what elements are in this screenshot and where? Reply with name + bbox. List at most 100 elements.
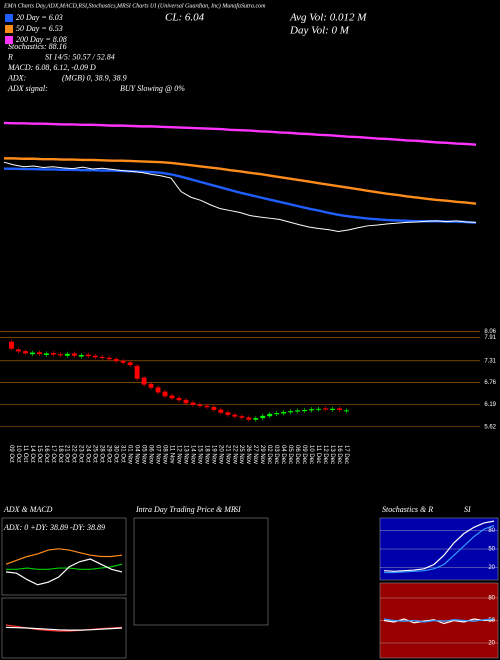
indicator-text: Stochastics: 88.16 [8,42,67,51]
price-line [3,161,477,233]
candle-body [23,351,28,354]
x-tick-label: 13 Nov [182,445,188,464]
x-tick-label: 30 Oct [113,445,119,463]
candle-body [302,409,308,412]
y-tick-label: 50 [488,618,495,624]
series-line [383,618,495,625]
x-tick-label: 15 Nov [196,445,202,464]
y-tick-label: 20 [488,641,495,647]
x-tick-label: 09 Oct [8,445,14,463]
x-tick-label: 12 Dec [322,445,328,464]
indicator-text: R [7,52,13,61]
candle-body [99,356,105,359]
day-volume: Day Vol: 0 M [289,25,350,37]
candle-body [323,408,329,410]
candle-body [183,399,189,404]
x-tick-label: 08 Nov [161,445,167,464]
y-tick-label: 6.76 [484,380,496,386]
candle-body [78,354,84,357]
candle-body [344,410,349,412]
banner: EMA Charts Day,ADX,MACD,RSI,Stochastics,… [3,2,266,9]
candle-body [134,365,140,379]
y-tick-label: 80 [488,596,495,602]
x-tick-label: 20 Nov [217,445,223,464]
y-tick-label: 8.06 [484,329,496,335]
candle-body [148,383,154,388]
candle-body [155,387,161,393]
x-tick-label: 05 Nov [141,445,147,464]
x-tick-label: 03 Dec [273,445,279,464]
x-tick-label: 12 Nov [175,445,181,464]
legend-swatch [5,14,13,22]
candle-body [9,341,14,349]
y-tick-label: 20 [488,565,495,571]
panel-subtitle: SI [464,505,471,514]
candle-body [120,360,126,363]
x-tick-label: 16 Oct [43,445,49,463]
y-tick-label: 6.19 [484,402,496,408]
x-tick-label: 22 Nov [231,445,237,464]
indicator-text: ADX: [7,73,27,82]
x-tick-label: 24 Oct [85,445,91,463]
x-tick-label: 04 Dec [280,445,286,464]
series-line [3,121,477,146]
candle-body [309,409,315,411]
x-tick-label: 25 Oct [92,445,98,463]
candle-body [85,354,91,357]
candle-body [337,408,342,410]
candle-body [127,362,133,366]
candle-body [253,418,259,420]
candle-body [225,412,231,416]
x-tick-label: 29 Oct [106,445,112,463]
candle-body [113,358,119,362]
candle-body [57,354,63,356]
candle-body [141,377,147,385]
x-tick-label: 17 Oct [50,445,56,463]
x-tick-label: 01 Nov [127,445,133,464]
series-line [5,548,123,565]
candle-body [16,349,21,352]
candle-body [316,408,322,410]
legend-swatch [5,25,13,33]
candle-body [274,413,280,415]
x-tick-label: 23 Oct [78,445,84,463]
candle-body [330,408,335,410]
x-tick-label: 15 Oct [36,445,42,463]
x-tick-label: 14 Oct [29,445,35,463]
candle-body [211,406,217,410]
series-line [384,524,495,574]
indicator-text: BUY Slowing @ 0% [120,84,185,93]
series-line [4,167,477,224]
series-line [6,563,123,570]
candle-body [288,411,294,413]
y-tick-label: 5.62 [484,424,496,430]
x-tick-label: 02 Dec [266,445,272,464]
x-tick-label: 06 Nov [148,445,154,464]
panel-title: Intra Day Trading Price & MR [135,505,236,514]
candle-body [50,353,56,355]
x-tick-label: 09 Dec [301,445,307,464]
x-tick-label: 16 Dec [336,445,342,464]
candle-body [246,417,252,420]
candle-body [295,410,301,412]
candle-body [190,402,196,405]
series-line [4,157,477,205]
x-tick-label: 21 Oct [64,445,70,463]
x-tick-label: 25 Nov [238,445,244,464]
candle-body [239,416,245,418]
x-tick-label: 29 Nov [259,445,265,464]
x-tick-label: 28 Oct [99,445,105,463]
x-tick-label: 11 Nov [168,445,174,464]
candle-body [281,411,287,414]
legend-label: 50 Day = 6.53 [16,24,63,33]
panel-frame [133,517,269,626]
candle-body [176,397,182,401]
y-tick-label: 7.91 [484,335,496,341]
series-line [5,626,123,631]
y-tick-label: 50 [488,547,495,553]
panel-title: Stochastics & R [382,505,433,514]
legend-label: 20 Day = 6.03 [16,13,63,22]
x-tick-label: 05 Dec [287,445,293,464]
